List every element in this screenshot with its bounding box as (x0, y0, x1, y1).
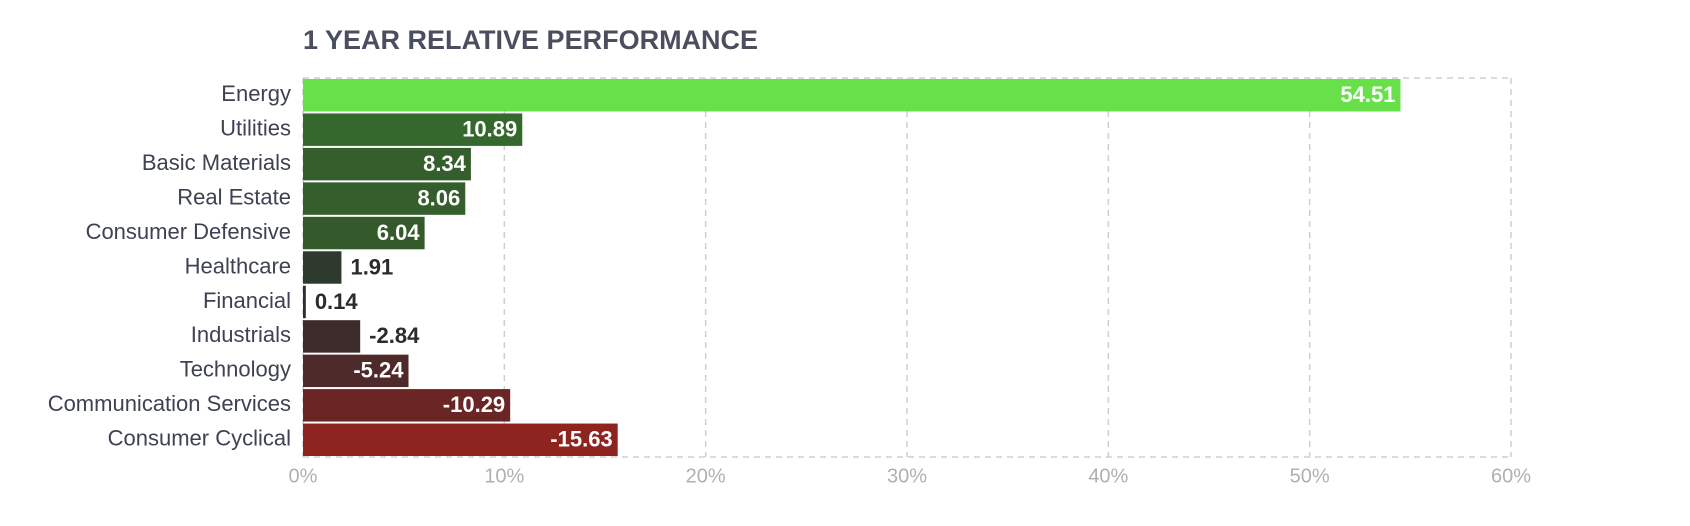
category-label: Financial (203, 288, 291, 313)
bar (303, 320, 361, 353)
category-label: Energy (221, 81, 291, 106)
value-label: -2.84 (369, 323, 420, 348)
value-label: -15.63 (550, 427, 612, 452)
value-label: -10.29 (443, 392, 505, 417)
value-label: 8.06 (417, 185, 460, 210)
bar (303, 182, 466, 215)
value-label: 8.34 (423, 151, 467, 176)
x-tick-label: 10% (484, 465, 524, 487)
bar (303, 79, 1401, 112)
value-label: 54.51 (1340, 82, 1395, 107)
chart-title: 1 YEAR RELATIVE PERFORMANCE (303, 25, 758, 55)
x-tick-label: 0% (289, 465, 318, 487)
x-tick-label: 50% (1290, 465, 1330, 487)
category-label: Consumer Defensive (86, 219, 291, 244)
category-label: Real Estate (177, 184, 291, 209)
bar (303, 423, 618, 456)
value-label: 1.91 (350, 254, 393, 279)
category-label: Communication Services (48, 391, 291, 416)
category-label: Industrials (191, 322, 291, 347)
bar (303, 354, 409, 388)
value-label: -5.24 (353, 358, 404, 383)
value-label: 6.04 (377, 220, 421, 245)
bar (303, 251, 342, 284)
category-label: Consumer Cyclical (108, 426, 291, 451)
x-tick-label: 60% (1491, 465, 1531, 487)
value-label: 10.89 (462, 116, 517, 141)
bar (303, 216, 425, 250)
category-label: Utilities (220, 115, 291, 140)
bar (303, 147, 471, 181)
value-label: 0.14 (315, 289, 359, 314)
x-tick-label: 30% (887, 465, 927, 487)
bar (303, 389, 511, 422)
category-label: Technology (180, 357, 291, 382)
x-tick-label: 40% (1088, 465, 1128, 487)
bar (303, 285, 306, 319)
category-label: Healthcare (185, 253, 291, 278)
bar (303, 113, 523, 146)
category-label: Basic Materials (142, 150, 291, 175)
x-tick-label: 20% (686, 465, 726, 487)
